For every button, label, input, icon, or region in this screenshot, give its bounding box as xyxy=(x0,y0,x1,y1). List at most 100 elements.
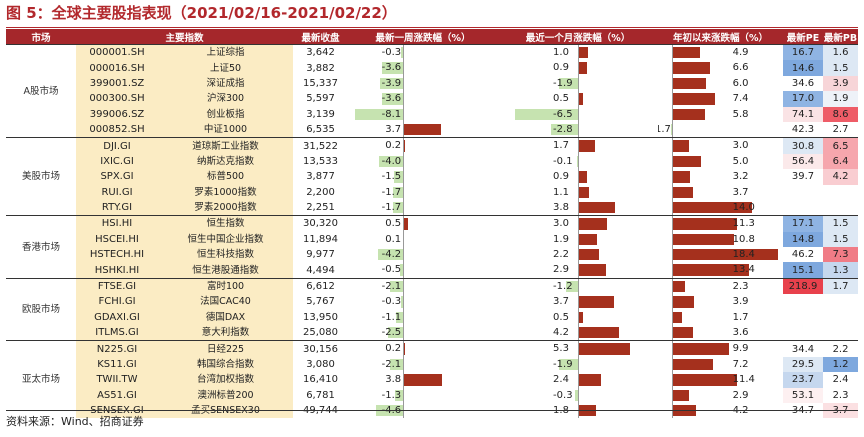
pb-value: 6.4 xyxy=(823,153,859,170)
week-axis xyxy=(402,341,404,357)
pe-value: 30.8 xyxy=(783,137,824,154)
month-axis xyxy=(578,372,580,388)
latest-close: 6,535 xyxy=(306,124,335,136)
index-code: HSI.HI xyxy=(76,215,158,232)
index-code: 000300.SH xyxy=(76,91,158,107)
latest-close: 4,494 xyxy=(306,264,335,276)
week-axis xyxy=(402,199,404,216)
latest-close: 3,139 xyxy=(306,108,335,120)
index-code: FCHI.GI xyxy=(76,294,158,310)
pe-value: 17.0 xyxy=(783,91,824,107)
index-code: SPX.GI xyxy=(76,169,158,185)
month-axis xyxy=(578,106,580,122)
month-bar xyxy=(578,62,587,74)
latest-close: 31,522 xyxy=(293,137,349,154)
week-value: -3.6 xyxy=(381,93,402,105)
month-bar xyxy=(578,233,597,246)
month-axis xyxy=(578,341,580,357)
ytd-bar xyxy=(672,296,695,308)
ytd-change-cell: 7.4 xyxy=(658,91,783,107)
week-bar xyxy=(379,155,403,168)
ytd-change-cell: 14.0 xyxy=(658,199,783,216)
ytd-change-cell: -1.7 xyxy=(658,121,783,138)
index-code: ITLMS.GI xyxy=(76,325,158,341)
ytd-value: 1.7 xyxy=(732,311,749,323)
month-change-cell: 5.3 xyxy=(498,340,659,357)
pe-value: 56.4 xyxy=(783,153,824,170)
week-axis xyxy=(402,231,404,248)
month-change-cell: 3.7 xyxy=(498,294,658,310)
ytd-bar xyxy=(672,140,690,152)
month-change-cell: -1.2 xyxy=(498,277,659,295)
week-bar xyxy=(400,47,403,59)
header-month: 最近一个月涨跌幅（%） xyxy=(498,29,659,45)
index-name: 恒生港股通指数 xyxy=(158,262,294,279)
month-axis xyxy=(578,294,580,310)
week-value: 0.1 xyxy=(385,233,402,245)
ytd-change-cell: 11.3 xyxy=(658,215,784,232)
header-ytd: 年初以来涨跌幅（%） xyxy=(658,29,784,45)
week-change-cell: 0.2 xyxy=(348,137,499,154)
ytd-axis xyxy=(672,341,674,357)
pb-value: 4.2 xyxy=(823,169,859,185)
week-axis xyxy=(402,75,404,92)
index-performance-table: 市场 主要指数 最新收盘 最新一周涨跌幅（%） 最近一个月涨跌幅（%） 年初以来… xyxy=(6,29,859,419)
month-value: -1.9 xyxy=(553,358,573,370)
ytd-value: 11.3 xyxy=(732,218,755,230)
ytd-value: 18.4 xyxy=(732,249,755,261)
pb-value: 1.3 xyxy=(823,262,859,279)
month-value: 3.8 xyxy=(553,201,569,213)
week-bar xyxy=(402,374,442,386)
pe-value xyxy=(783,184,824,200)
month-axis xyxy=(578,216,580,232)
month-axis xyxy=(578,60,580,76)
index-name: 澳洲标普200 xyxy=(158,387,294,403)
ytd-change-cell: 3.2 xyxy=(658,169,783,185)
month-value: 1.1 xyxy=(553,186,569,198)
market-label: A股市场 xyxy=(6,43,76,138)
month-bar xyxy=(559,358,578,371)
latest-close: 30,156 xyxy=(293,340,349,357)
month-axis xyxy=(578,262,580,278)
table-row: 399006.SZ 创业板指 3,139 -8.1 -6.5 5.8 74.1 8.6 xyxy=(6,106,859,122)
month-value: -2.8 xyxy=(553,123,573,135)
table-row: 399001.SZ 深证成指 15,337 -3.9 -1.9 6.0 34.6 3.9 xyxy=(6,75,859,92)
month-axis xyxy=(578,169,580,185)
index-name: 富时100 xyxy=(158,277,294,295)
week-change-cell: 3.8 xyxy=(348,372,498,388)
ytd-bar xyxy=(672,374,738,386)
month-change-cell: 0.9 xyxy=(498,60,658,76)
table-row: FCHI.GI 法国CAC40 5,767 -0.3 3.7 3.9 xyxy=(6,294,859,310)
month-bar xyxy=(578,201,616,214)
ytd-value: 6.6 xyxy=(732,62,749,74)
table-row: HSCEI.HI 恒生中国企业指数 11,894 0.1 1.9 10.8 14.8 1.5 xyxy=(6,231,859,248)
pe-value: 17.1 xyxy=(783,215,824,232)
index-code: 399006.SZ xyxy=(76,106,158,122)
pb-value xyxy=(823,184,859,200)
pe-value: 34.6 xyxy=(783,75,824,92)
month-change-cell: -0.1 xyxy=(498,153,658,170)
ytd-bar xyxy=(672,47,701,59)
month-value: 4.2 xyxy=(553,327,569,339)
month-axis xyxy=(578,387,580,403)
week-value: -0.3 xyxy=(381,296,402,308)
table-row: 香港市场 HSI.HI 恒生指数 30,320 0.5 3.0 11.3 17.1 1.5 xyxy=(6,215,859,279)
week-axis xyxy=(402,356,404,373)
month-value: 0.5 xyxy=(553,93,569,105)
ytd-axis xyxy=(672,199,674,216)
week-bar xyxy=(387,327,403,339)
month-bar xyxy=(578,249,600,261)
pe-value: 74.1 xyxy=(783,106,824,122)
week-change-cell: -1.5 xyxy=(348,169,498,185)
latest-close: 6,612 xyxy=(293,277,349,295)
week-change-cell: -2.1 xyxy=(348,356,498,373)
week-value: -1.7 xyxy=(381,201,402,213)
month-axis xyxy=(578,309,580,326)
month-bar xyxy=(578,186,589,198)
ytd-change-cell: 9.9 xyxy=(658,340,784,357)
index-name: 罗素1000指数 xyxy=(158,184,294,200)
ytd-value: 11.4 xyxy=(732,374,755,386)
ytd-change-cell: 3.0 xyxy=(658,137,784,154)
ytd-bar xyxy=(671,123,673,136)
pe-value: 23.7 xyxy=(783,372,824,388)
